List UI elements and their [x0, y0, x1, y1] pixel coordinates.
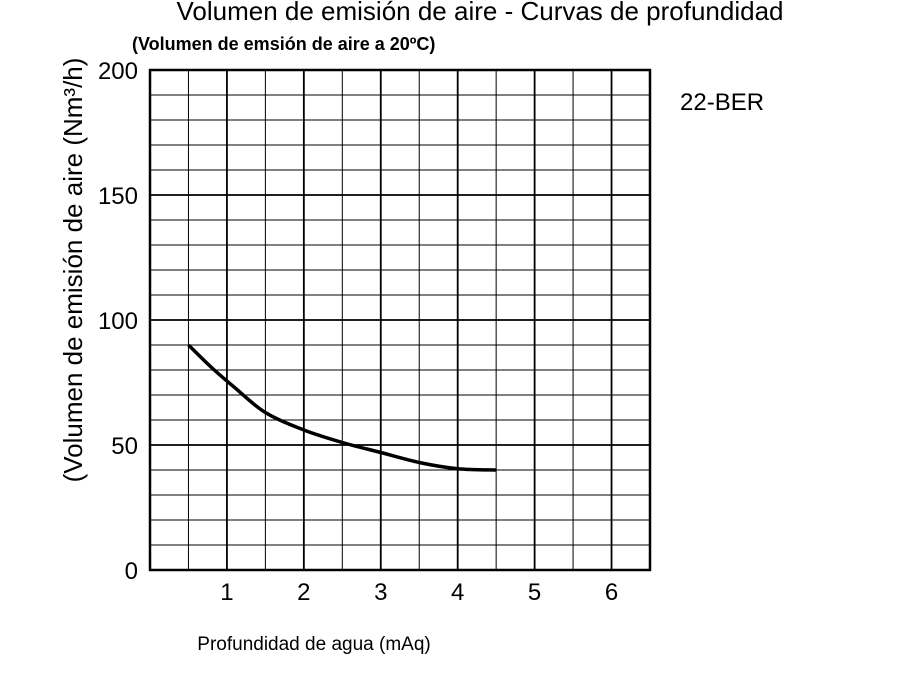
y-tick-label: 200	[98, 58, 138, 85]
x-tick-label: 5	[528, 579, 541, 606]
chart-ticks: 1 2 3 4 5 6 0 50 100 150 200	[98, 58, 618, 606]
chart-title: Volumen de emisión de aire - Curvas de p…	[176, 0, 783, 26]
model-label: 22-BER	[680, 89, 764, 116]
x-tick-label: 3	[374, 579, 387, 606]
x-tick-label: 2	[297, 579, 310, 606]
chart-plot	[187, 343, 497, 472]
y-axis-label: (Volumen de emisión de aire (Nm³/h)	[58, 58, 88, 483]
y-tick-label: 150	[98, 183, 138, 210]
x-tick-label: 6	[605, 579, 618, 606]
plot-frame	[148, 68, 652, 572]
y-tick-label: 50	[111, 433, 138, 460]
x-tick-label: 1	[220, 579, 233, 606]
chart-subtitle: (Volumen de emsión de aire a 20ºC)	[132, 34, 435, 54]
x-axis-label: Profundidad de agua (mAq)	[197, 634, 430, 655]
y-tick-label: 0	[125, 558, 138, 585]
y-tick-label: 100	[98, 308, 138, 335]
series-line	[187, 343, 497, 472]
chart-grid	[148, 68, 652, 572]
x-tick-label: 4	[451, 579, 464, 606]
